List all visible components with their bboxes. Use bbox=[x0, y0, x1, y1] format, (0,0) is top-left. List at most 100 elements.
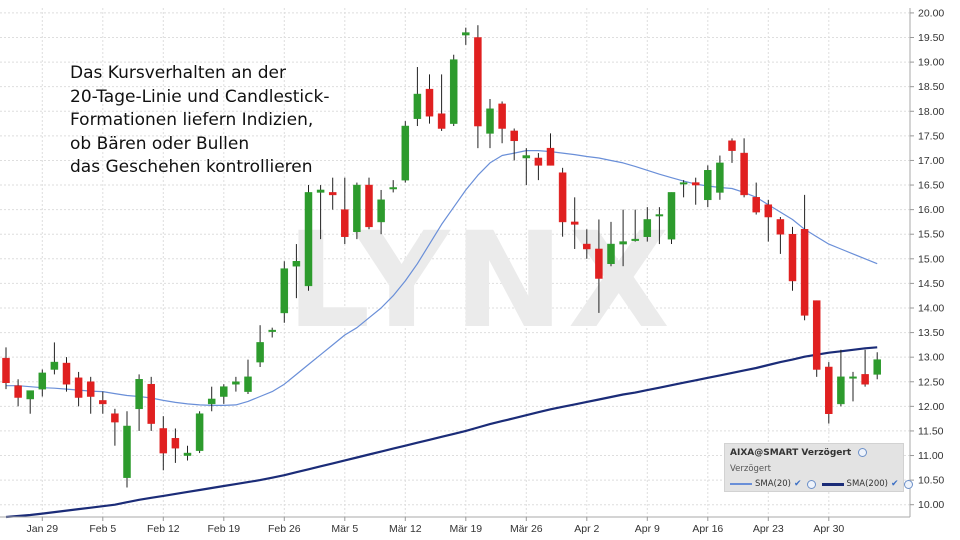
candle-body bbox=[353, 184, 361, 233]
y-tick-label: 10.50 bbox=[918, 475, 944, 487]
y-tick-label: 13.50 bbox=[918, 327, 944, 339]
candle-body bbox=[183, 452, 192, 456]
candle-down bbox=[534, 153, 543, 181]
candle-up bbox=[207, 386, 216, 412]
x-tick-label: Apr 30 bbox=[813, 523, 844, 535]
y-tick-label: 12.50 bbox=[918, 376, 944, 388]
candle-body bbox=[38, 372, 47, 390]
settings-icon[interactable] bbox=[806, 479, 816, 489]
candle-body bbox=[534, 157, 543, 166]
candle-down bbox=[728, 138, 736, 163]
checkmark-icon[interactable]: ✔ bbox=[890, 479, 899, 489]
sma200-swatch bbox=[821, 482, 844, 486]
candle-up bbox=[704, 165, 712, 208]
candle-down bbox=[328, 177, 337, 210]
candle-down bbox=[740, 138, 748, 198]
candle-body bbox=[280, 268, 289, 314]
candle-body bbox=[595, 248, 603, 279]
candle-body bbox=[800, 229, 809, 316]
y-tick-label: 15.00 bbox=[918, 253, 944, 265]
y-tick-label: 17.50 bbox=[918, 130, 944, 142]
settings-icon[interactable] bbox=[903, 479, 913, 489]
candle-up bbox=[667, 192, 676, 245]
candle-up bbox=[268, 327, 276, 338]
candle-body bbox=[607, 243, 615, 264]
candle-body bbox=[861, 374, 869, 385]
candle-body bbox=[462, 32, 470, 36]
candle-down bbox=[764, 199, 773, 242]
candle-down bbox=[2, 347, 10, 390]
candle-body bbox=[631, 238, 639, 241]
settings-icon[interactable] bbox=[858, 448, 868, 457]
x-tick-label: Mär 26 bbox=[510, 523, 543, 535]
candle-down bbox=[752, 182, 760, 215]
candle-body bbox=[498, 103, 506, 129]
y-tick-label: 11.00 bbox=[918, 450, 944, 462]
candle-down bbox=[147, 376, 155, 431]
sma200-line bbox=[5, 346, 878, 519]
candle-up bbox=[522, 148, 531, 186]
y-tick-label: 11.50 bbox=[918, 425, 944, 437]
candle-down bbox=[86, 376, 95, 414]
candle-down bbox=[14, 379, 22, 407]
x-tick-label: Apr 9 bbox=[635, 523, 660, 535]
candle-body bbox=[655, 214, 664, 217]
candle-up bbox=[655, 207, 664, 245]
candle-up bbox=[280, 261, 289, 323]
annotation-line: das Geschehen kontrollieren bbox=[70, 157, 313, 178]
y-tick-label: 19.00 bbox=[918, 57, 944, 69]
y-tick-label: 12.00 bbox=[918, 401, 944, 413]
candle-down bbox=[437, 74, 446, 131]
candle-up bbox=[232, 376, 240, 392]
candle-body bbox=[268, 329, 276, 332]
candle-body bbox=[776, 219, 785, 235]
candle-up bbox=[837, 349, 845, 407]
candle-up bbox=[353, 182, 361, 240]
candle-body bbox=[873, 359, 881, 375]
x-tick-label: Feb 19 bbox=[207, 523, 240, 535]
candle-down bbox=[74, 371, 83, 407]
x-tick-label: Mär 19 bbox=[449, 523, 482, 535]
y-tick-label: 15.50 bbox=[918, 229, 944, 241]
candle-body bbox=[147, 383, 155, 424]
candle-body bbox=[570, 221, 579, 225]
candle-up bbox=[679, 180, 688, 198]
annotation-text: Das Kursverhalten an der 20-Tage-Linie u… bbox=[70, 62, 370, 180]
candle-up bbox=[619, 209, 627, 267]
candle-up bbox=[377, 189, 385, 235]
y-tick-label: 20.00 bbox=[918, 7, 944, 19]
candle-up bbox=[195, 411, 204, 454]
candle-body bbox=[691, 182, 700, 186]
candle-down bbox=[111, 408, 119, 446]
candle-up bbox=[316, 185, 325, 240]
y-tick-label: 13.00 bbox=[918, 352, 944, 364]
x-tick-label: Mär 12 bbox=[389, 523, 422, 535]
candle-down bbox=[861, 349, 869, 387]
candle-body bbox=[50, 361, 59, 370]
y-tick-label: 16.00 bbox=[918, 204, 944, 216]
checkmark-icon[interactable]: ✔ bbox=[794, 479, 802, 489]
candle-body bbox=[159, 428, 168, 454]
candle-body bbox=[812, 300, 821, 370]
y-axis: 20.00 19.50 19.00 18.50 18.00 17.50 17.00 16.50… bbox=[910, 7, 944, 511]
candle-body bbox=[449, 59, 458, 124]
candle-body bbox=[316, 189, 325, 193]
candle-body bbox=[256, 342, 264, 363]
candle-up bbox=[849, 371, 857, 402]
candle-body bbox=[546, 147, 555, 166]
candle-up bbox=[486, 98, 494, 149]
candle-body bbox=[26, 390, 34, 400]
candle-body bbox=[123, 425, 131, 478]
sma20-swatch bbox=[730, 483, 752, 485]
candle-body bbox=[679, 182, 688, 185]
candle-up bbox=[183, 445, 192, 461]
candle-body bbox=[437, 113, 446, 129]
candle-down bbox=[510, 128, 518, 161]
candle-up bbox=[401, 121, 410, 183]
legend-box: AIXA@SMART Verzögert Verzögert SMA(20) ✔… bbox=[724, 443, 913, 492]
candle-body bbox=[220, 386, 228, 397]
candle-down bbox=[800, 194, 809, 321]
candle-body bbox=[849, 376, 857, 379]
candle-body bbox=[716, 162, 724, 193]
x-tick-label: Feb 12 bbox=[147, 523, 180, 535]
